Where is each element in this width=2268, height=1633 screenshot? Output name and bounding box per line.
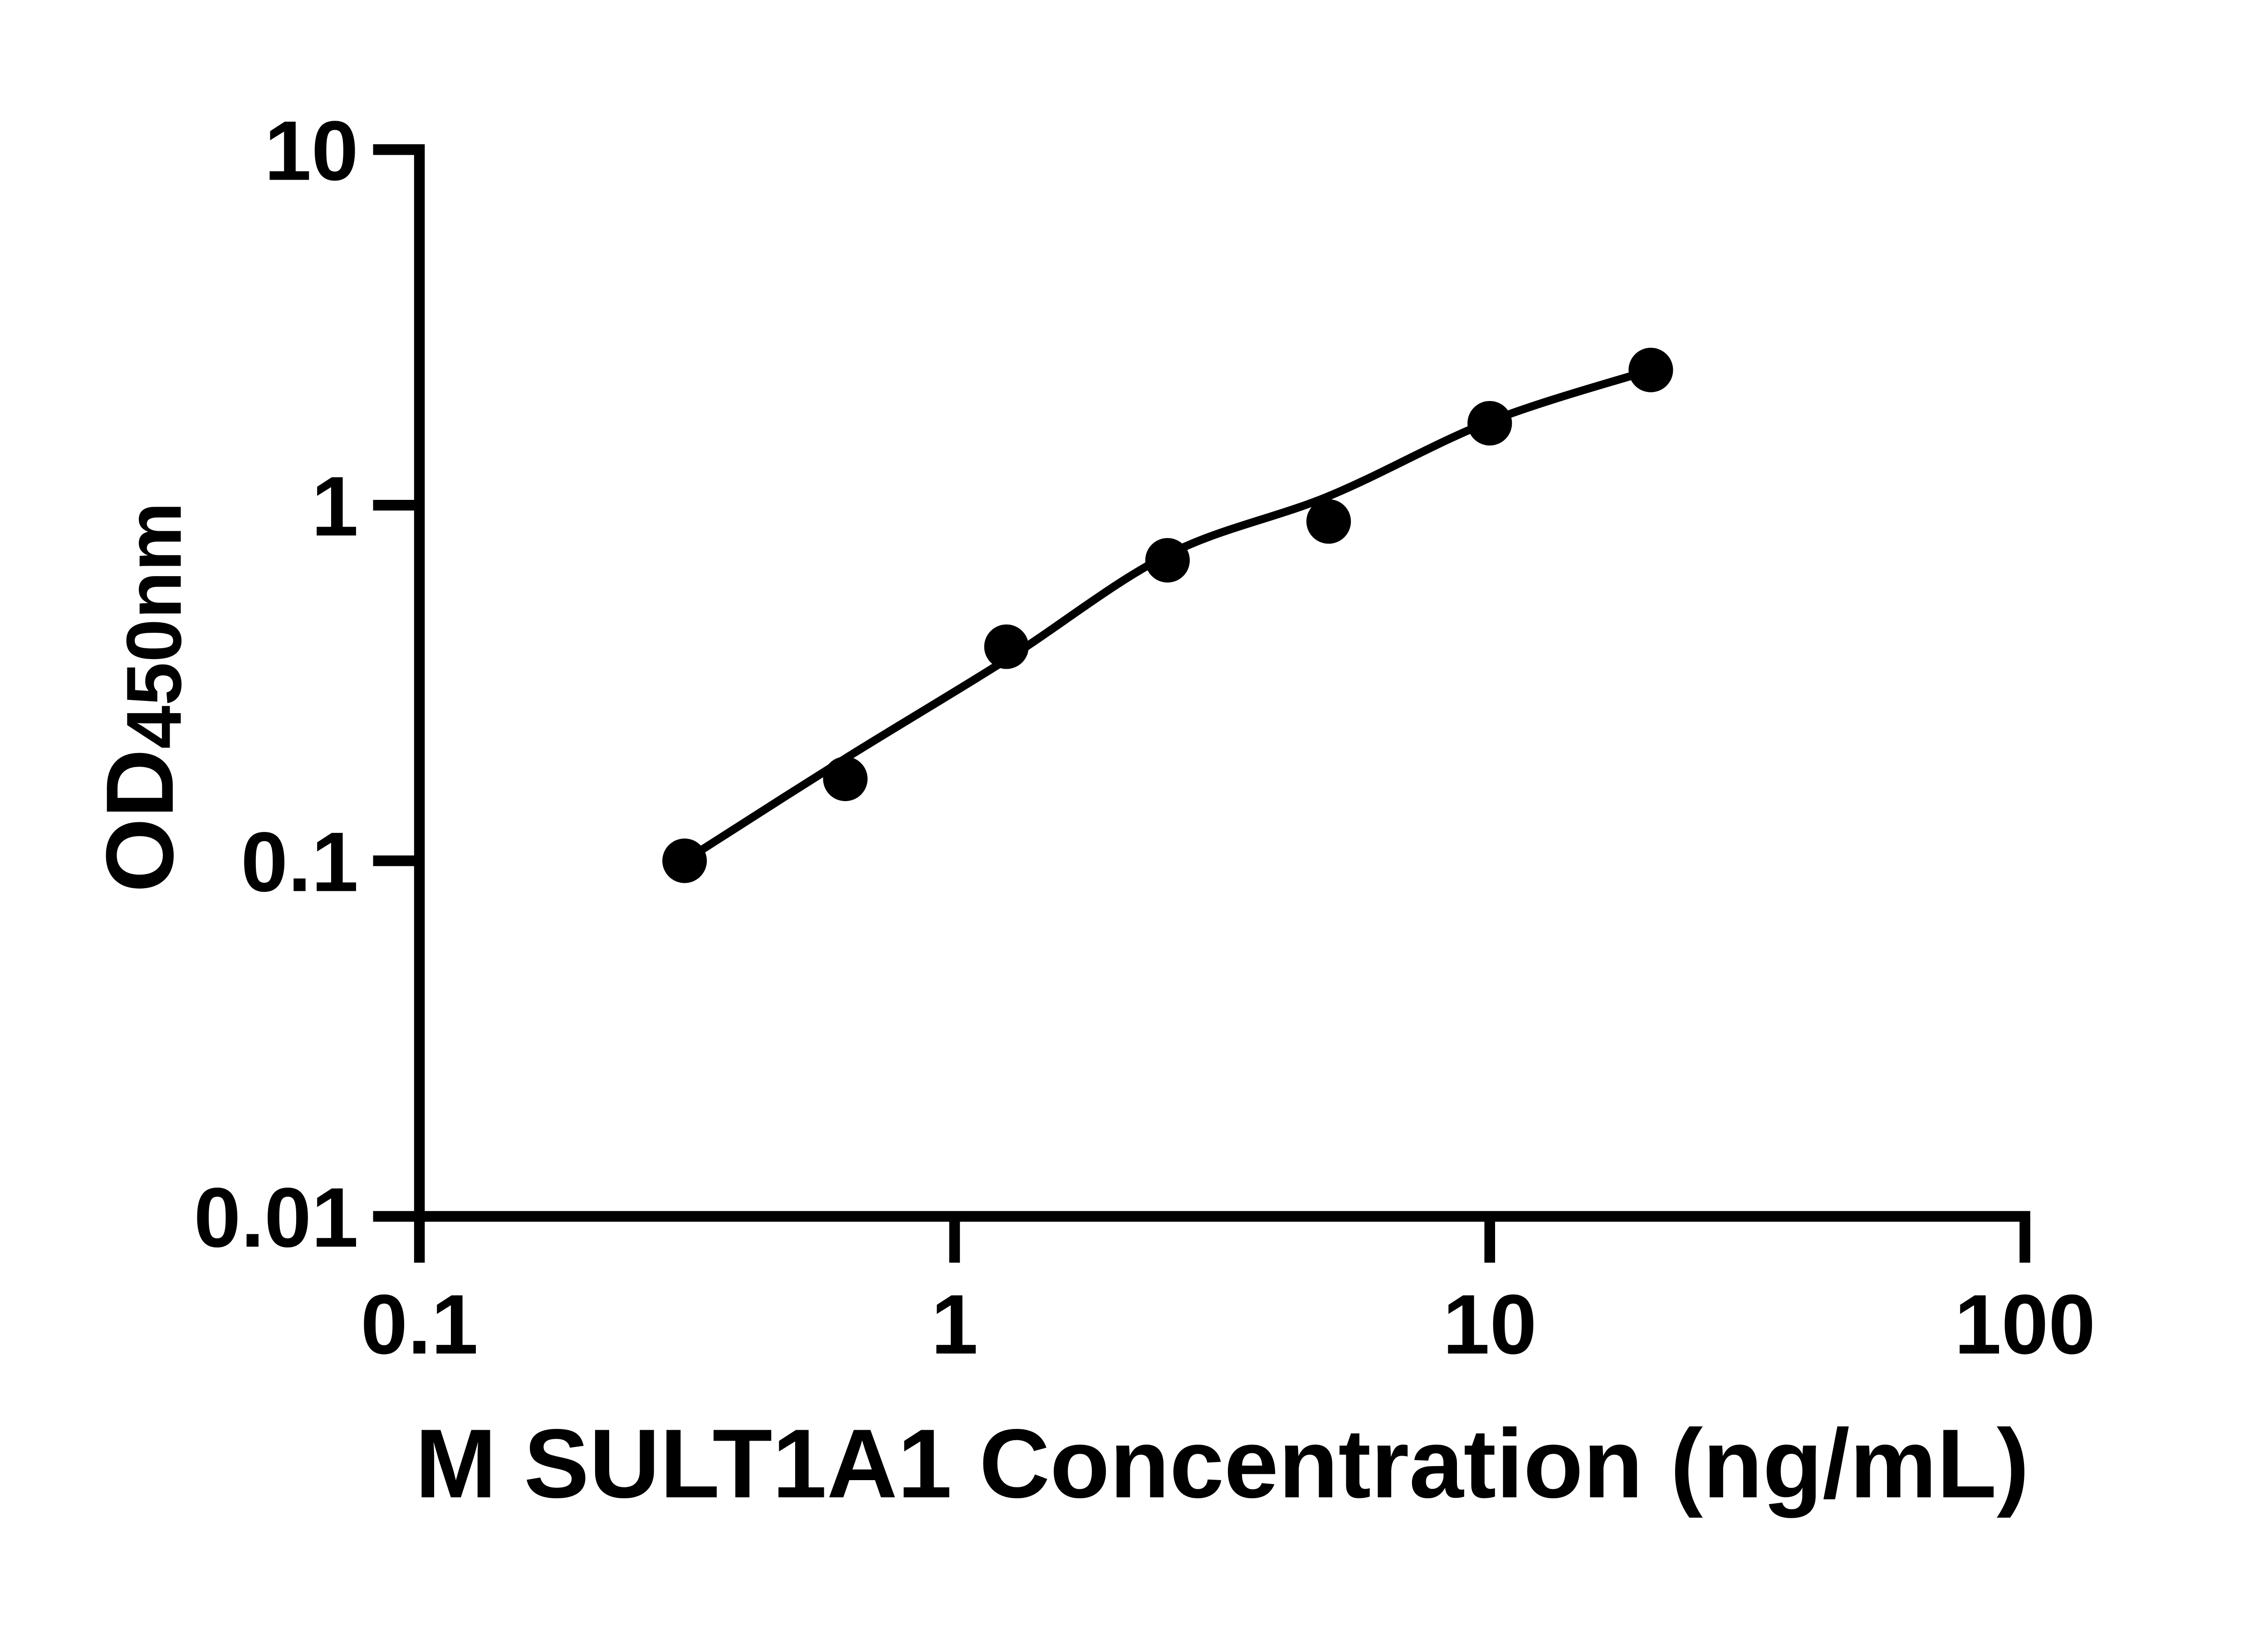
data-points xyxy=(662,347,1673,883)
x-tick-label-0.1: 0.1 xyxy=(361,1277,478,1372)
y-axis-title: OD450nm xyxy=(86,502,198,893)
x-tick-label-100: 100 xyxy=(1954,1277,2095,1372)
y-tick-label-0.1: 0.1 xyxy=(241,814,358,909)
y-tick-label-1: 1 xyxy=(311,459,358,553)
data-point xyxy=(1145,538,1190,583)
data-point xyxy=(1306,499,1351,544)
x-axis-tick-labels: 0.1 1 10 100 xyxy=(361,1277,2096,1372)
y-axis-title-main: OD xyxy=(86,749,193,893)
y-tick-label-10: 10 xyxy=(264,103,358,198)
y-tick-label-0.01: 0.01 xyxy=(194,1170,358,1265)
x-axis-ticks xyxy=(414,1216,2030,1263)
data-point xyxy=(823,756,868,802)
y-axis-ticks xyxy=(373,144,420,1222)
data-point xyxy=(984,624,1029,669)
y-axis-tick-labels: 0.01 0.1 1 10 xyxy=(194,103,358,1265)
data-point xyxy=(1628,347,1673,392)
data-point xyxy=(662,838,707,883)
y-axis-title-subscript: 450nm xyxy=(111,502,198,749)
x-tick-label-10: 10 xyxy=(1443,1277,1537,1372)
x-axis-title: M SULT1A1 Concentration (ng/mL) xyxy=(415,1409,2029,1518)
data-point xyxy=(1467,401,1512,446)
x-tick-label-1: 1 xyxy=(931,1277,978,1372)
x-axis-title-text: M SULT1A1 Concentration (ng/mL) xyxy=(415,1409,2029,1518)
